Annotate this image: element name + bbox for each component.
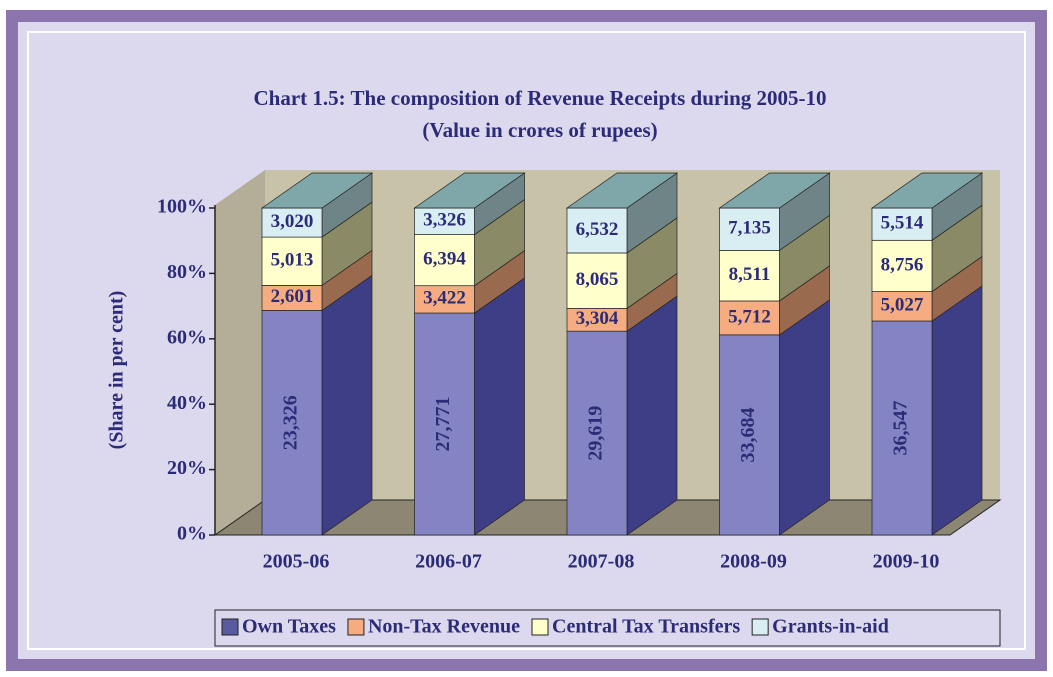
bar: [871, 320, 933, 536]
chart-subtitle: (Value in crores of rupees): [422, 118, 657, 142]
value-label: 6,532: [576, 219, 619, 240]
bar: [871, 291, 933, 322]
bar: [719, 334, 780, 536]
bar: [261, 236, 323, 286]
bar-top: [260, 172, 374, 209]
bar: [414, 234, 475, 287]
x-tick-label: 2005-06: [263, 551, 330, 573]
bar-top: [870, 172, 984, 209]
value-label: 5,027: [881, 295, 924, 316]
bar: [871, 207, 933, 241]
bar: [414, 312, 475, 536]
inner-border: [27, 31, 1026, 650]
bar: [566, 330, 628, 536]
value-label: 3,326: [423, 210, 466, 231]
value-label: 7,135: [728, 218, 771, 239]
value-label: 8,756: [881, 254, 924, 275]
value-label: 36,547: [890, 400, 912, 455]
bar: [719, 207, 780, 251]
bar-side: [779, 299, 830, 536]
value-label: 29,619: [585, 406, 607, 461]
bar: [719, 300, 780, 336]
y-tick-label: 60%: [167, 326, 207, 348]
bar-side: [626, 295, 678, 536]
bar: [414, 285, 475, 314]
legend-swatch: [221, 618, 239, 636]
side-wall: [215, 170, 265, 535]
bar-side: [321, 274, 373, 536]
legend: [214, 609, 1001, 647]
value-label: 3,020: [271, 211, 314, 232]
legend-label: Central Tax Transfers: [552, 616, 740, 638]
y-axis-title: (Share in per cent): [106, 291, 128, 450]
value-label: 5,013: [271, 250, 314, 271]
legend-label: Grants-in-aid: [772, 616, 889, 638]
legend-label: Non-Tax Revenue: [368, 616, 520, 638]
legend-swatch: [751, 618, 769, 636]
x-tick-label: 2009-10: [873, 551, 940, 573]
y-tick-label: 20%: [167, 457, 207, 479]
value-label: 23,326: [280, 395, 302, 450]
y-tick-label: 80%: [167, 261, 207, 283]
bar-side: [931, 285, 983, 536]
y-tick-label: 40%: [167, 392, 207, 414]
y-tick-label: 100%: [157, 196, 207, 218]
bar: [871, 239, 933, 292]
value-label: 8,511: [729, 264, 771, 285]
bar: [261, 284, 323, 311]
bar-top: [413, 172, 526, 209]
bar-top: [718, 172, 831, 209]
y-tick-label: 0%: [177, 523, 207, 545]
value-label: 33,684: [737, 407, 759, 462]
value-label: 5,712: [728, 306, 771, 327]
bar: [566, 207, 628, 254]
bar: [566, 252, 628, 309]
legend-swatch: [347, 618, 365, 636]
legend-label: Own Taxes: [242, 616, 336, 638]
x-tick-label: 2006-07: [415, 551, 482, 573]
value-label: 27,771: [432, 397, 454, 452]
value-label: 2,601: [271, 286, 314, 307]
value-label: 8,065: [576, 269, 619, 290]
x-tick-label: 2007-08: [568, 551, 635, 573]
bar: [261, 310, 323, 536]
bar-top: [565, 172, 679, 209]
value-label: 5,514: [881, 213, 924, 234]
value-label: 6,394: [423, 248, 466, 269]
value-label: 3,422: [423, 288, 466, 309]
value-label: 3,304: [576, 308, 619, 329]
bar-side: [474, 277, 525, 536]
legend-swatch: [531, 618, 549, 636]
chart-title: Chart 1.5: The composition of Revenue Re…: [253, 86, 826, 110]
bar: [719, 250, 780, 302]
x-tick-label: 2008-09: [720, 551, 787, 573]
